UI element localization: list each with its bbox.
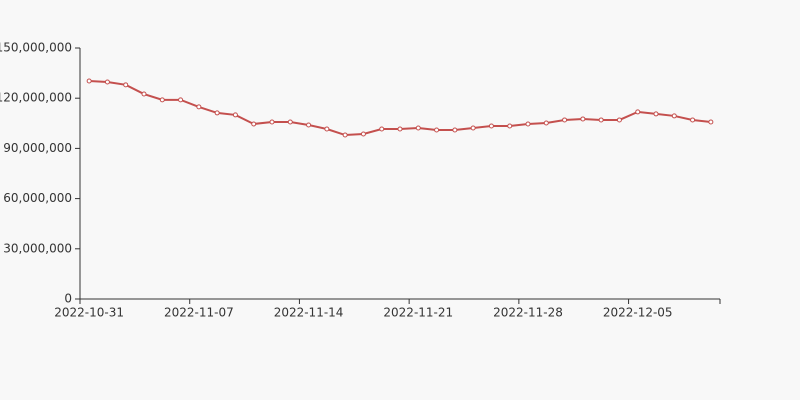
point	[324, 126, 330, 132]
x-tick-label: 2022-11-07	[164, 306, 234, 320]
point	[525, 121, 531, 127]
y-tick-label: 150,000,000	[0, 41, 72, 55]
point	[360, 131, 366, 137]
point	[616, 117, 622, 123]
point	[104, 79, 110, 85]
point	[488, 123, 494, 129]
point	[653, 111, 659, 117]
point	[342, 132, 348, 138]
point	[708, 119, 714, 125]
point	[86, 78, 92, 84]
point	[397, 126, 403, 132]
point	[452, 127, 458, 133]
x-tick-label: 2022-11-14	[274, 306, 344, 320]
y-tick-label: 90,000,000	[3, 141, 72, 155]
point	[141, 91, 147, 97]
y-tick-label: 60,000,000	[3, 191, 72, 205]
point	[178, 97, 184, 103]
point	[671, 113, 677, 119]
point	[269, 119, 275, 125]
y-tick-label: 120,000,000	[0, 91, 72, 105]
point	[251, 121, 257, 127]
point	[196, 104, 202, 110]
point	[690, 117, 696, 123]
point	[415, 125, 421, 131]
point	[379, 126, 385, 132]
x-tick-label: 2022-11-21	[383, 306, 453, 320]
point	[507, 123, 513, 129]
x-tick-label: 2022-11-28	[493, 306, 563, 320]
point	[580, 116, 586, 122]
y-tick-label: 0	[64, 292, 72, 306]
point	[543, 120, 549, 126]
point	[306, 122, 312, 128]
y-tick-label: 30,000,000	[3, 241, 72, 255]
point	[562, 117, 568, 123]
point	[214, 110, 220, 116]
point	[123, 82, 129, 88]
point	[232, 112, 238, 118]
point	[470, 125, 476, 131]
point	[598, 117, 604, 123]
point	[159, 97, 165, 103]
x-tick-label: 2022-10-31	[54, 306, 124, 320]
point	[287, 119, 293, 125]
point	[635, 109, 641, 115]
point	[434, 127, 440, 133]
x-tick-label: 2022-12-05	[603, 306, 673, 320]
